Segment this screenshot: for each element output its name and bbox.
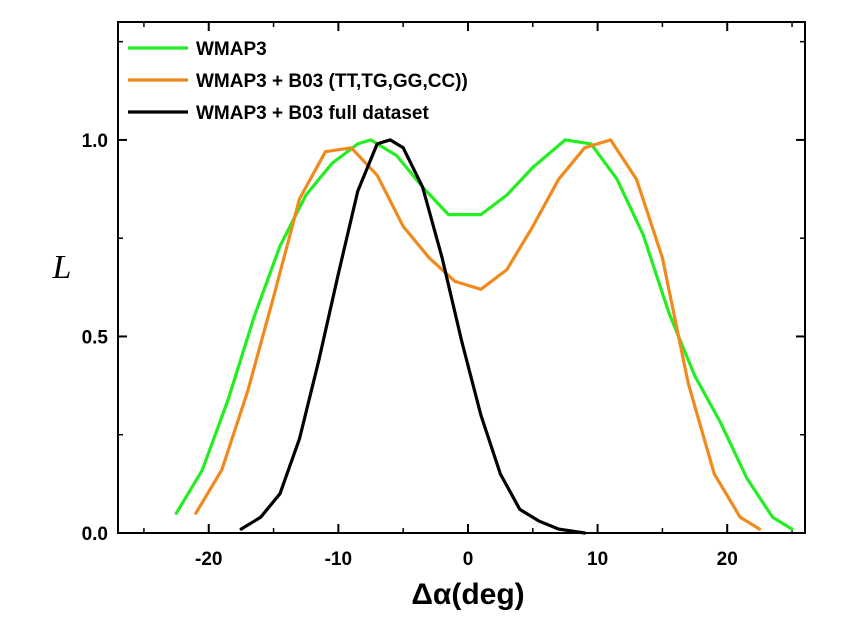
- x-tick-label: 0: [463, 549, 474, 570]
- x-tick-label: 20: [717, 549, 738, 570]
- wmap3-b03-full-series-line: [239, 138, 587, 535]
- legend-label: WMAP3: [196, 39, 267, 60]
- legend-item-wmap3: WMAP3: [128, 39, 267, 60]
- legend: WMAP3 WMAP3 + B03 (TT,TG,GG,CC)) WMAP3 + B…: [128, 39, 468, 124]
- legend-label: WMAP3 + B03 full dataset: [196, 103, 429, 124]
- wmap3-series-line: [174, 138, 794, 531]
- y-axis-label: L: [52, 249, 72, 286]
- plot-frame: [117, 21, 806, 534]
- wmap3-b03-partial-series-line: [194, 138, 762, 531]
- legend-item-wmap3-b03-partial: WMAP3 + B03 (TT,TG,GG,CC)): [128, 71, 468, 92]
- legend-item-wmap3-b03-full: WMAP3 + B03 full dataset: [128, 103, 429, 124]
- legend-label: WMAP3 + B03 (TT,TG,GG,CC)): [196, 71, 468, 92]
- y-tick-label: 0.0: [82, 524, 108, 545]
- x-tick-label: 10: [587, 549, 608, 570]
- x-tick-label: -10: [325, 549, 352, 570]
- x-axis-label: Δα(deg): [411, 578, 524, 611]
- tick-labels: -20 -10 0 10 20 0.0 0.5 1.0: [82, 131, 738, 570]
- x-tick-label: -20: [195, 549, 222, 570]
- y-tick-label: 0.5: [82, 327, 109, 348]
- y-tick-label: 1.0: [82, 131, 108, 152]
- axis-ticks: [118, 22, 805, 534]
- series-layer: [174, 138, 794, 535]
